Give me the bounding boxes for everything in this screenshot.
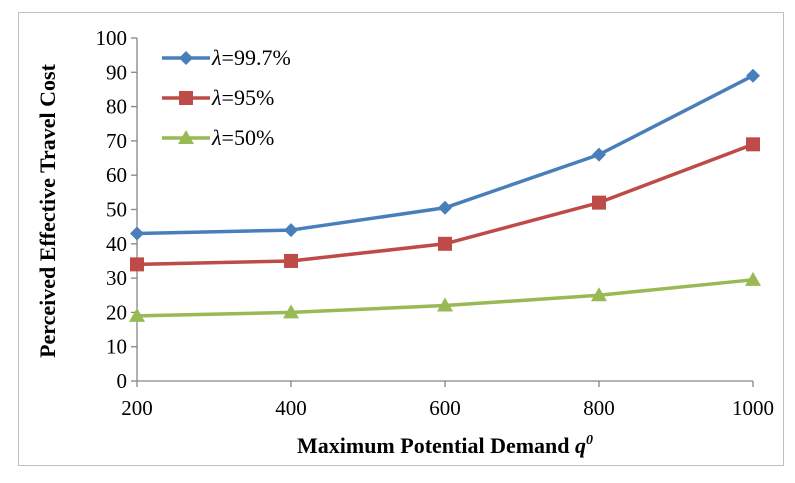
legend-symbol: λ	[211, 45, 222, 70]
legend-marker-1	[179, 91, 193, 105]
data-point-0-1	[284, 223, 298, 238]
data-point-1-1	[284, 253, 298, 268]
y-tick-label: 20	[106, 300, 127, 324]
legend-value: =95%	[222, 85, 275, 110]
x-axis-ticks: 200 400 600 800 1000	[121, 381, 774, 420]
y-tick-label: 10	[106, 335, 127, 359]
y-tick-label: 0	[117, 369, 128, 393]
chart-frame	[18, 12, 784, 466]
x-tick-label: 200	[121, 396, 153, 420]
data-point-0-3	[592, 147, 606, 162]
legend-value: =50%	[222, 125, 275, 150]
x-tick-label: 400	[275, 396, 307, 420]
x-axis-title-variable: q	[575, 433, 586, 458]
y-tick-label: 30	[106, 266, 127, 290]
data-point-2-3	[591, 287, 607, 302]
y-axis-ticks: 0 10 20 30 40 50 60 70 80 90 100	[96, 26, 137, 393]
data-point-1-0	[130, 257, 144, 272]
y-tick-label: 100	[96, 26, 128, 50]
legend-marker-0	[179, 51, 193, 65]
x-axis-title: Maximum Potential Demand q0	[297, 433, 593, 458]
data-point-0-0	[130, 226, 144, 241]
x-axis-title-text: Maximum Potential Demand	[297, 433, 570, 458]
legend-symbol: λ	[211, 85, 222, 110]
data-point-2-1	[283, 304, 299, 319]
y-tick-label: 90	[106, 60, 127, 84]
y-tick-label: 70	[106, 129, 127, 153]
data-point-0-2	[438, 200, 452, 215]
legend-label-2: λ=50%	[211, 125, 274, 150]
data-point-0-4	[746, 68, 760, 83]
legend-label-0: λ=99.7%	[211, 45, 291, 70]
legend-symbol: λ	[211, 125, 222, 150]
legend-label-1: λ=95%	[211, 85, 274, 110]
series-layer	[129, 68, 761, 322]
legend: λ=99.7%λ=95%λ=50%	[162, 45, 291, 150]
legend-value: =99.7%	[222, 45, 291, 70]
data-point-1-4	[746, 137, 760, 152]
data-point-1-3	[592, 195, 606, 210]
data-point-2-2	[437, 297, 453, 312]
x-tick-label: 600	[429, 396, 461, 420]
x-tick-label: 800	[583, 396, 615, 420]
y-axis-title: Perceived Effective Travel Cost	[35, 63, 60, 358]
y-tick-label: 50	[106, 198, 127, 222]
y-tick-label: 40	[106, 232, 127, 256]
data-point-1-2	[438, 236, 452, 251]
x-tick-label: 1000	[732, 396, 774, 420]
data-point-2-4	[745, 271, 761, 286]
legend-marker-2	[178, 130, 194, 144]
x-axis-title-superscript: 0	[586, 433, 593, 448]
y-tick-label: 60	[106, 163, 127, 187]
y-tick-label: 80	[106, 95, 127, 119]
data-point-2-0	[129, 307, 145, 322]
